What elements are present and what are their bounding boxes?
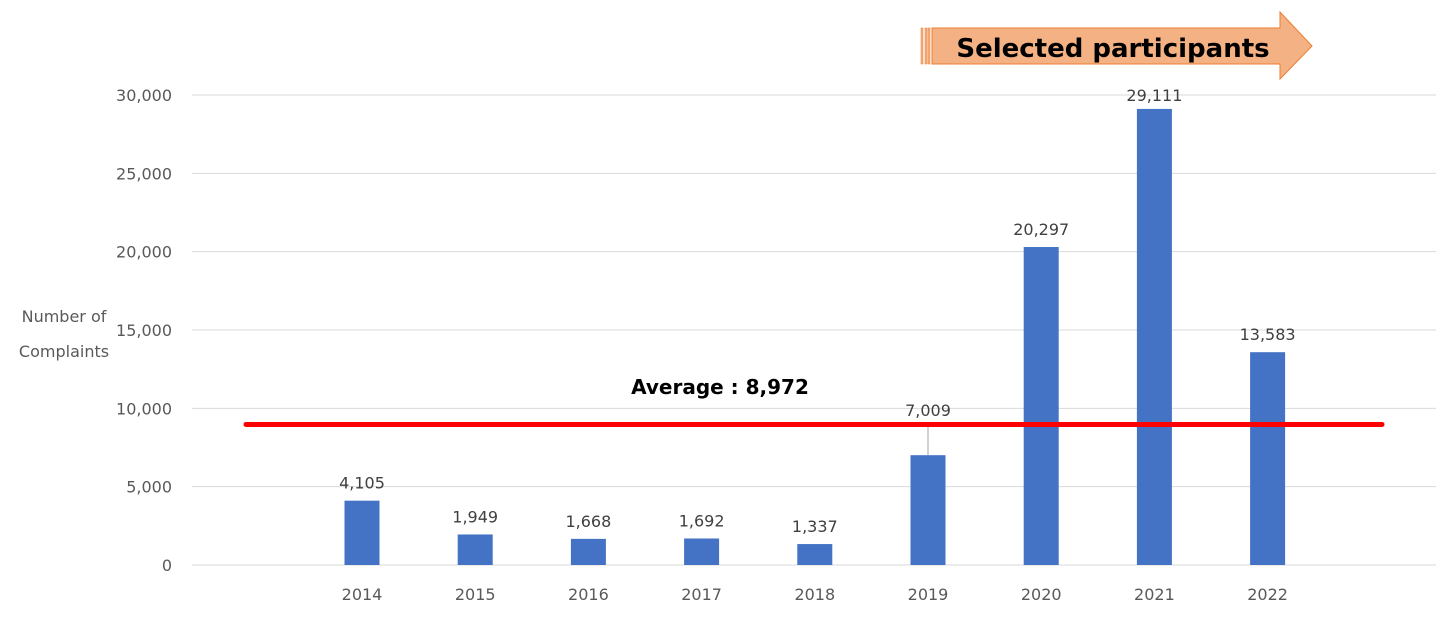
bar bbox=[457, 534, 493, 565]
x-tick-label: 2022 bbox=[1247, 585, 1288, 604]
y-tick-label: 15,000 bbox=[116, 321, 172, 340]
x-tick-label: 2018 bbox=[794, 585, 835, 604]
data-label: 7,009 bbox=[905, 401, 951, 420]
y-axis-label: Number of Complaints bbox=[19, 307, 109, 361]
y-tick-label: 20,000 bbox=[116, 243, 172, 262]
selected-participants-banner: Selected participants bbox=[920, 10, 1313, 81]
bar bbox=[797, 544, 833, 565]
x-tick-label: 2017 bbox=[681, 585, 722, 604]
data-label: 1,668 bbox=[565, 512, 611, 531]
average-line-group: Average : 8,972 bbox=[243, 375, 1385, 427]
x-axis-ticks: 2014 2015 2016 2017 2018 2019 2020 2021 2022 bbox=[342, 585, 1288, 604]
average-label: Average : 8,972 bbox=[631, 375, 809, 399]
data-label: 13,583 bbox=[1240, 325, 1296, 344]
data-label: 4,105 bbox=[339, 474, 385, 493]
gridlines bbox=[192, 94, 1436, 566]
bar bbox=[1250, 352, 1286, 565]
data-label: 1,949 bbox=[452, 507, 498, 526]
data-label: 29,111 bbox=[1126, 86, 1182, 105]
y-axis-ticks: 0 5,000 10,000 15,000 20,000 25,000 30,000 bbox=[116, 86, 172, 575]
y-tick-label: 0 bbox=[162, 556, 172, 575]
x-tick-label: 2014 bbox=[342, 585, 383, 604]
arrow-shape bbox=[931, 10, 1313, 81]
bar bbox=[684, 538, 720, 565]
arrow-stripe bbox=[927, 27, 931, 65]
x-tick-label: 2015 bbox=[455, 585, 496, 604]
y-axis-label-line-2: Complaints bbox=[19, 342, 109, 361]
x-tick-label: 2016 bbox=[568, 585, 609, 604]
bar bbox=[1023, 247, 1059, 565]
banner-text: Selected participants bbox=[956, 34, 1269, 64]
x-tick-label: 2021 bbox=[1134, 585, 1175, 604]
y-tick-label: 30,000 bbox=[116, 86, 172, 105]
bar bbox=[344, 500, 380, 565]
arrow-stripe bbox=[920, 27, 924, 65]
data-label: 20,297 bbox=[1013, 220, 1069, 239]
y-tick-label: 25,000 bbox=[116, 164, 172, 183]
data-label: 1,692 bbox=[679, 511, 725, 530]
data-label: 1,337 bbox=[792, 517, 838, 536]
bar bbox=[910, 455, 946, 565]
arrow-stripe bbox=[924, 27, 928, 65]
bar bbox=[570, 538, 606, 565]
x-tick-label: 2020 bbox=[1021, 585, 1062, 604]
y-tick-label: 5,000 bbox=[126, 478, 172, 497]
y-tick-label: 10,000 bbox=[116, 399, 172, 418]
bar bbox=[1136, 108, 1172, 565]
x-tick-label: 2019 bbox=[908, 585, 949, 604]
y-axis-label-line-1: Number of bbox=[22, 307, 107, 326]
bars: 4,105 1,949 1,668 1,692 1,337 7,009 20,297 29,1… bbox=[339, 86, 1296, 565]
